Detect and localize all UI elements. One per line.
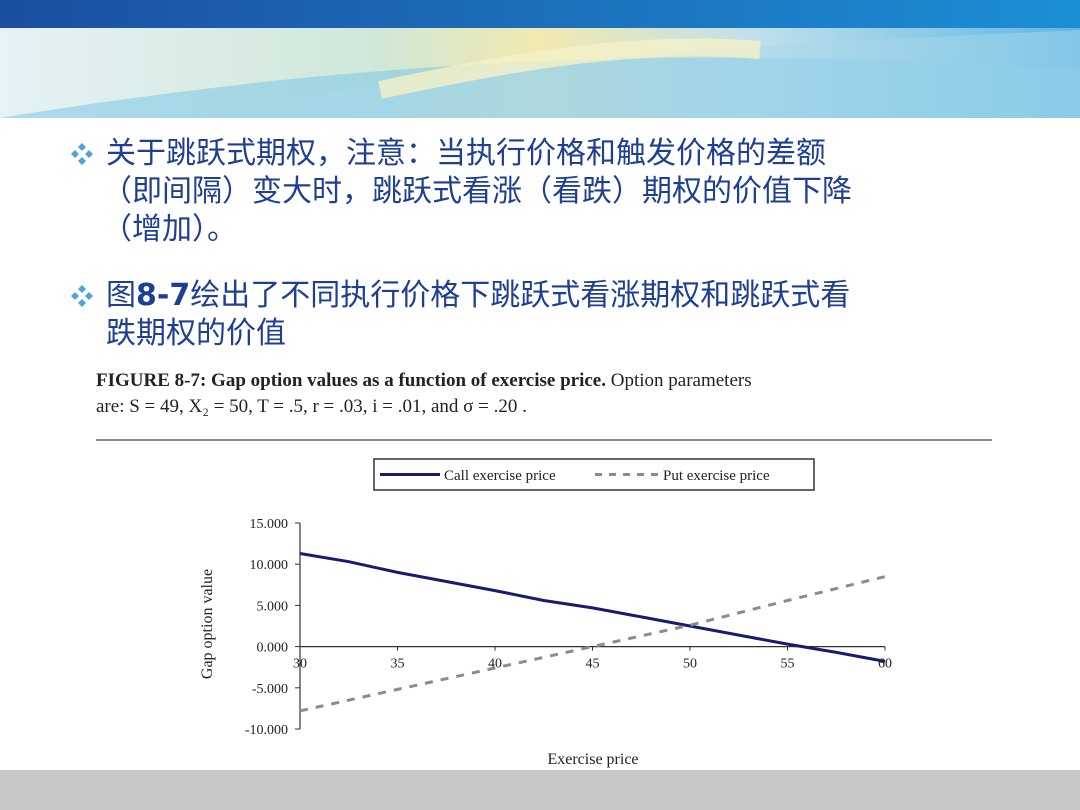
y-tick-label: 5.000 bbox=[257, 599, 289, 614]
caption-title: FIGURE 8-7: Gap option values as a funct… bbox=[96, 370, 606, 391]
x-axis-label: Exercise price bbox=[547, 751, 638, 768]
bullet-prefix: 图 bbox=[106, 278, 136, 313]
x-tick-label: 35 bbox=[391, 657, 405, 672]
header-banner bbox=[0, 0, 1080, 118]
call-series-line bbox=[299, 552, 886, 663]
x-tick-label: 50 bbox=[683, 657, 697, 672]
figure-caption: FIGURE 8-7: Gap option values as a funct… bbox=[96, 368, 996, 420]
y-tick-label: -10.000 bbox=[245, 723, 288, 738]
caption-rest: Option parameters bbox=[606, 370, 752, 391]
y-tick-label: 0.000 bbox=[257, 641, 289, 656]
bullet-text: 关于跳跃式期权，注意：当执行价格和触发价格的差额 （即间隔）变大时，跳跃式看涨（… bbox=[102, 135, 852, 249]
caption-divider bbox=[96, 439, 992, 441]
y-tick-label: 15.000 bbox=[250, 517, 289, 532]
y-tick-label: -5.000 bbox=[252, 682, 288, 697]
x-tick-label: 60 bbox=[878, 657, 892, 672]
x-tick-label: 55 bbox=[781, 657, 795, 672]
bullet-line: 跌期权的价值 bbox=[106, 316, 286, 351]
bullet-line: （增加）。 bbox=[102, 212, 237, 247]
x-tick-label: 30 bbox=[293, 657, 307, 672]
legend-put-label: Put exercise price bbox=[663, 468, 770, 484]
footer-bar bbox=[0, 770, 1080, 810]
legend-call-label: Call exercise price bbox=[444, 468, 556, 484]
bullet-rest: 绘出了不同执行价格下跳跃式看涨期权和跳跃式看 bbox=[190, 278, 851, 313]
bullet-line: 图8-7绘出了不同执行价格下跳跃式看涨期权和跳跃式看 bbox=[106, 277, 850, 315]
x-tick-label: 45 bbox=[586, 657, 600, 672]
figure-number: 8-7 bbox=[136, 278, 191, 313]
diamond-bullet-icon bbox=[71, 285, 93, 307]
y-axis-label: Gap option value bbox=[199, 569, 216, 679]
bullet-text: 图8-7绘出了不同执行价格下跳跃式看涨期权和跳跃式看 跌期权的价值 bbox=[106, 277, 850, 353]
legend-box bbox=[373, 458, 815, 491]
bullet-line: （即间隔）变大时，跳跃式看涨（看跌）期权的价值下降 bbox=[102, 174, 852, 209]
y-tick-label: 10.000 bbox=[250, 558, 289, 573]
caption-parameters: are: S = 49, X₂ = 50, T = .5, r = .03, i… bbox=[96, 396, 527, 417]
diamond-bullet-icon bbox=[71, 143, 93, 165]
chart-legend: Call exercise price Put exercise price bbox=[373, 458, 815, 491]
bullet-line: 关于跳跃式期权，注意：当执行价格和触发价格的差额 bbox=[106, 136, 826, 171]
put-series-line bbox=[299, 575, 886, 713]
